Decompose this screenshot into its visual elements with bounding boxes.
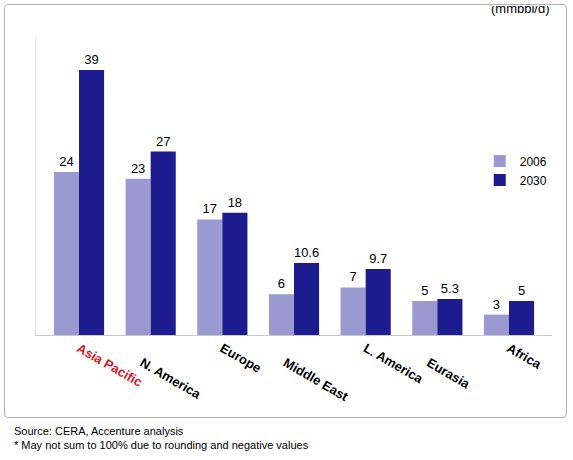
svg-text:3: 3 <box>493 297 500 312</box>
svg-text:39: 39 <box>84 52 98 67</box>
svg-text:2006: 2006 <box>520 155 547 169</box>
svg-text:5.3: 5.3 <box>441 281 459 296</box>
svg-text:Africa: Africa <box>504 340 544 372</box>
svg-text:27: 27 <box>156 134 170 149</box>
svg-text:(mmbbl/d): (mmbbl/d) <box>491 6 550 16</box>
svg-text:7: 7 <box>350 269 357 284</box>
svg-text:5: 5 <box>421 283 428 298</box>
svg-text:Middle East: Middle East <box>281 355 352 404</box>
svg-text:18: 18 <box>228 195 242 210</box>
svg-text:Asia Pacific: Asia Pacific <box>74 340 145 389</box>
html-text:Source: CERA, Accenture analys: Source: CERA, Accenture analysis <box>14 425 184 437</box>
svg-text:23: 23 <box>131 161 145 176</box>
svg-text:N. America: N. America <box>137 355 204 402</box>
svg-text:Eurasia: Eurasia <box>424 355 473 392</box>
svg-text:5: 5 <box>518 283 525 298</box>
svg-text:Europe: Europe <box>218 340 264 375</box>
svg-text:6: 6 <box>278 276 285 291</box>
svg-text:10.6: 10.6 <box>294 245 319 260</box>
svg-text:24: 24 <box>59 154 73 169</box>
svg-text:2030: 2030 <box>520 174 547 188</box>
html-text:* May not sum to 100% due to r: * May not sum to 100% due to rounding an… <box>14 439 309 451</box>
svg-text:L. America: L. America <box>361 340 426 386</box>
svg-text:17: 17 <box>203 201 217 216</box>
svg-text:9.7: 9.7 <box>369 251 387 266</box>
